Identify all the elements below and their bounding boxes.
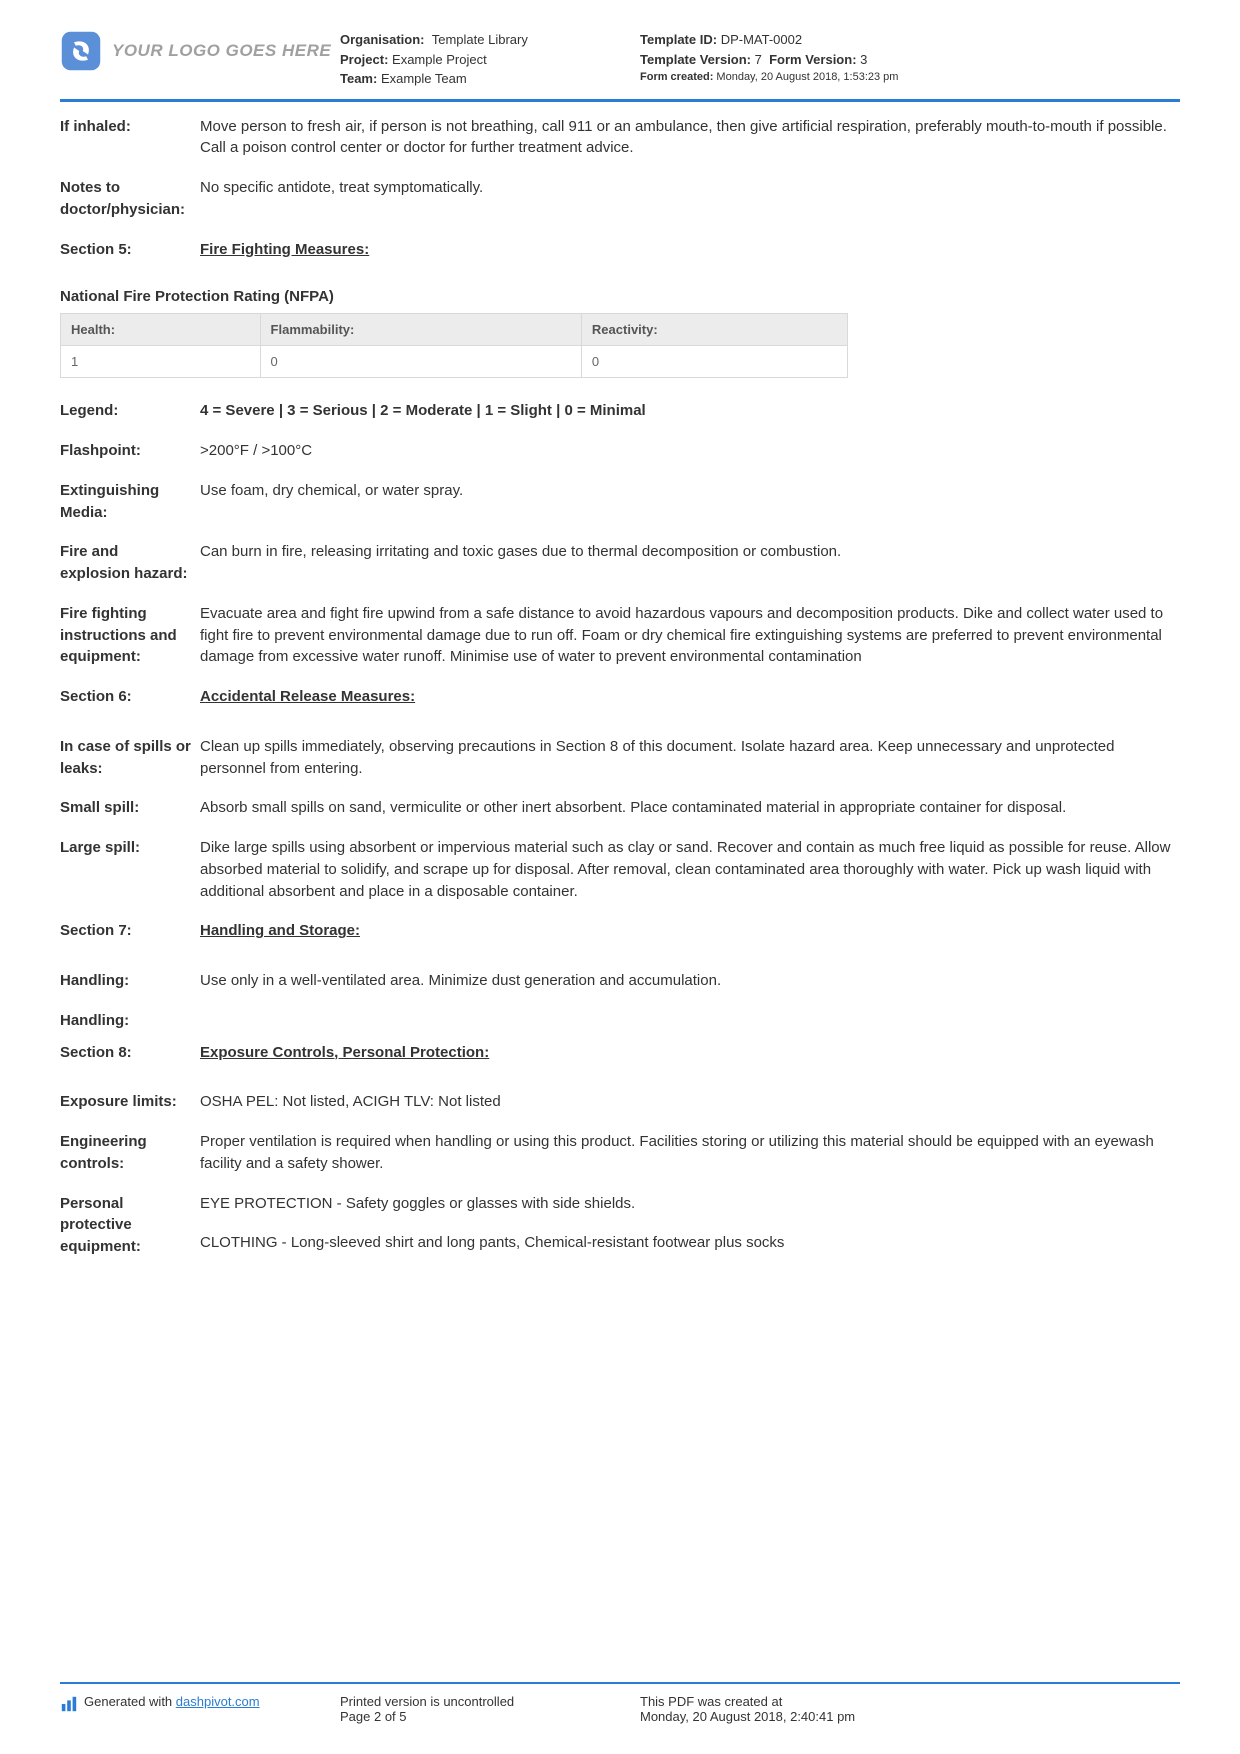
label-spills: In case of spills or leaks: xyxy=(60,736,200,780)
footer-link[interactable]: dashpivot.com xyxy=(176,1694,260,1709)
value-handling1: Use only in a well-ventilated area. Mini… xyxy=(200,970,1180,992)
footer-col1: Generated with dashpivot.com xyxy=(60,1694,340,1724)
label-eng-controls: Engineering controls: xyxy=(60,1131,200,1175)
row-handling2: Handling: xyxy=(60,1010,1180,1032)
row-section5: Section 5: Fire Fighting Measures: xyxy=(60,239,1180,261)
logo-icon xyxy=(60,30,102,72)
label-ext-media: Extinguishing Media: xyxy=(60,480,200,524)
label-legend: Legend: xyxy=(60,400,200,422)
nfpa-heading: National Fire Protection Rating (NFPA) xyxy=(60,288,1180,305)
label-exposure: Exposure limits: xyxy=(60,1091,200,1113)
label-section5: Section 5: xyxy=(60,239,200,261)
form-version-value: 3 xyxy=(860,52,867,67)
label-section6: Section 6: xyxy=(60,686,200,708)
label-large-spill: Large spill: xyxy=(60,837,200,859)
row-fire-instr: Fire fighting instructions and equipment… xyxy=(60,603,1180,668)
value-exposure: OSHA PEL: Not listed, ACIGH TLV: Not lis… xyxy=(200,1091,1180,1113)
logo-text: YOUR LOGO GOES HERE xyxy=(112,41,331,61)
value-flashpoint: >200°F / >100°C xyxy=(200,440,1180,462)
value-fire-instr: Evacuate area and fight fire upwind from… xyxy=(200,603,1180,668)
label-small-spill: Small spill: xyxy=(60,797,200,819)
row-small-spill: Small spill: Absorb small spills on sand… xyxy=(60,797,1180,819)
row-eng-controls: Engineering controls: Proper ventilation… xyxy=(60,1131,1180,1175)
label-if-inhaled: If inhaled: xyxy=(60,116,200,138)
footer-page: Page 2 of 5 xyxy=(340,1709,640,1724)
row-ppe: Personal protective equipment: EYE PROTE… xyxy=(60,1193,1180,1258)
footer-generated-text: Generated with xyxy=(84,1694,176,1709)
title-section6: Accidental Release Measures: xyxy=(200,688,415,705)
row-legend: Legend: 4 = Severe | 3 = Serious | 2 = M… xyxy=(60,400,1180,422)
nfpa-th-flammability: Flammability: xyxy=(260,314,581,346)
label-section8: Section 8: xyxy=(60,1042,200,1064)
bar-chart-icon xyxy=(60,1695,78,1713)
nfpa-table: Health: Flammability: Reactivity: 1 0 0 xyxy=(60,313,848,378)
form-created-label: Form created: xyxy=(640,71,713,83)
nfpa-th-health: Health: xyxy=(61,314,261,346)
row-section8: Section 8: Exposure Controls, Personal P… xyxy=(60,1042,1180,1064)
nfpa-th-reactivity: Reactivity: xyxy=(581,314,847,346)
nfpa-td-reactivity: 0 xyxy=(581,346,847,378)
label-handling1: Handling: xyxy=(60,970,200,992)
row-handling1: Handling: Use only in a well-ventilated … xyxy=(60,970,1180,992)
template-version-label: Template Version: xyxy=(640,52,751,67)
row-fire-hazard: Fire and explosion hazard: Can burn in f… xyxy=(60,541,1180,585)
page-footer: Generated with dashpivot.com Printed ver… xyxy=(60,1682,1180,1724)
footer-created-label: This PDF was created at xyxy=(640,1694,1180,1709)
logo-block: YOUR LOGO GOES HERE xyxy=(60,30,340,72)
value-legend: 4 = Severe | 3 = Serious | 2 = Moderate … xyxy=(200,402,646,419)
value-ppe-2: CLOTHING - Long-sleeved shirt and long p… xyxy=(200,1232,1180,1254)
row-exposure: Exposure limits: OSHA PEL: Not listed, A… xyxy=(60,1091,1180,1113)
value-ppe-1: EYE PROTECTION - Safety goggles or glass… xyxy=(200,1193,1180,1215)
label-ppe: Personal protective equipment: xyxy=(60,1193,200,1258)
row-ext-media: Extinguishing Media: Use foam, dry chemi… xyxy=(60,480,1180,524)
footer-created-value: Monday, 20 August 2018, 2:40:41 pm xyxy=(640,1709,1180,1724)
footer-col3: This PDF was created at Monday, 20 Augus… xyxy=(640,1694,1180,1724)
form-version-label: Form Version: xyxy=(769,52,856,67)
row-notes-doc: Notes to doctor/physician: No specific a… xyxy=(60,177,1180,221)
value-small-spill: Absorb small spills on sand, vermiculite… xyxy=(200,797,1180,819)
form-created-value: Monday, 20 August 2018, 1:53:23 pm xyxy=(716,71,898,83)
meta-col-1: Organisation: Template Library Project: … xyxy=(340,30,640,89)
org-value: Template Library xyxy=(432,32,528,47)
value-large-spill: Dike large spills using absorbent or imp… xyxy=(200,837,1180,902)
value-spills: Clean up spills immediately, observing p… xyxy=(200,736,1180,780)
project-label: Project: xyxy=(340,52,388,67)
team-label: Team: xyxy=(340,71,377,86)
footer-uncontrolled: Printed version is uncontrolled xyxy=(340,1694,640,1709)
value-if-inhaled: Move person to fresh air, if person is n… xyxy=(200,116,1180,160)
meta-col-2: Template ID: DP-MAT-0002 Template Versio… xyxy=(640,30,900,86)
title-section8: Exposure Controls, Personal Protection: xyxy=(200,1044,489,1061)
row-flashpoint: Flashpoint: >200°F / >100°C xyxy=(60,440,1180,462)
label-notes-doc: Notes to doctor/physician: xyxy=(60,177,200,221)
title-section5: Fire Fighting Measures: xyxy=(200,241,369,258)
nfpa-td-flammability: 0 xyxy=(260,346,581,378)
label-fire-hazard: Fire and explosion hazard: xyxy=(60,541,200,585)
nfpa-td-health: 1 xyxy=(61,346,261,378)
row-section7: Section 7: Handling and Storage: xyxy=(60,920,1180,942)
label-flashpoint: Flashpoint: xyxy=(60,440,200,462)
team-value: Example Team xyxy=(381,71,467,86)
template-version-value: 7 xyxy=(755,52,762,67)
org-label: Organisation: xyxy=(340,32,425,47)
row-large-spill: Large spill: Dike large spills using abs… xyxy=(60,837,1180,902)
page-header: YOUR LOGO GOES HERE Organisation: Templa… xyxy=(60,30,1180,102)
value-fire-hazard: Can burn in fire, releasing irritating a… xyxy=(200,541,1180,563)
template-id-label: Template ID: xyxy=(640,32,717,47)
value-ext-media: Use foam, dry chemical, or water spray. xyxy=(200,480,1180,502)
value-notes-doc: No specific antidote, treat symptomatica… xyxy=(200,177,1180,199)
title-section7: Handling and Storage: xyxy=(200,922,360,939)
label-section7: Section 7: xyxy=(60,920,200,942)
row-section6: Section 6: Accidental Release Measures: xyxy=(60,686,1180,708)
value-eng-controls: Proper ventilation is required when hand… xyxy=(200,1131,1180,1175)
row-if-inhaled: If inhaled: Move person to fresh air, if… xyxy=(60,116,1180,160)
label-handling2: Handling: xyxy=(60,1010,200,1032)
row-spills: In case of spills or leaks: Clean up spi… xyxy=(60,736,1180,780)
template-id-value: DP-MAT-0002 xyxy=(721,32,802,47)
project-value: Example Project xyxy=(392,52,487,67)
footer-col2: Printed version is uncontrolled Page 2 o… xyxy=(340,1694,640,1724)
label-fire-instr: Fire fighting instructions and equipment… xyxy=(60,603,200,668)
